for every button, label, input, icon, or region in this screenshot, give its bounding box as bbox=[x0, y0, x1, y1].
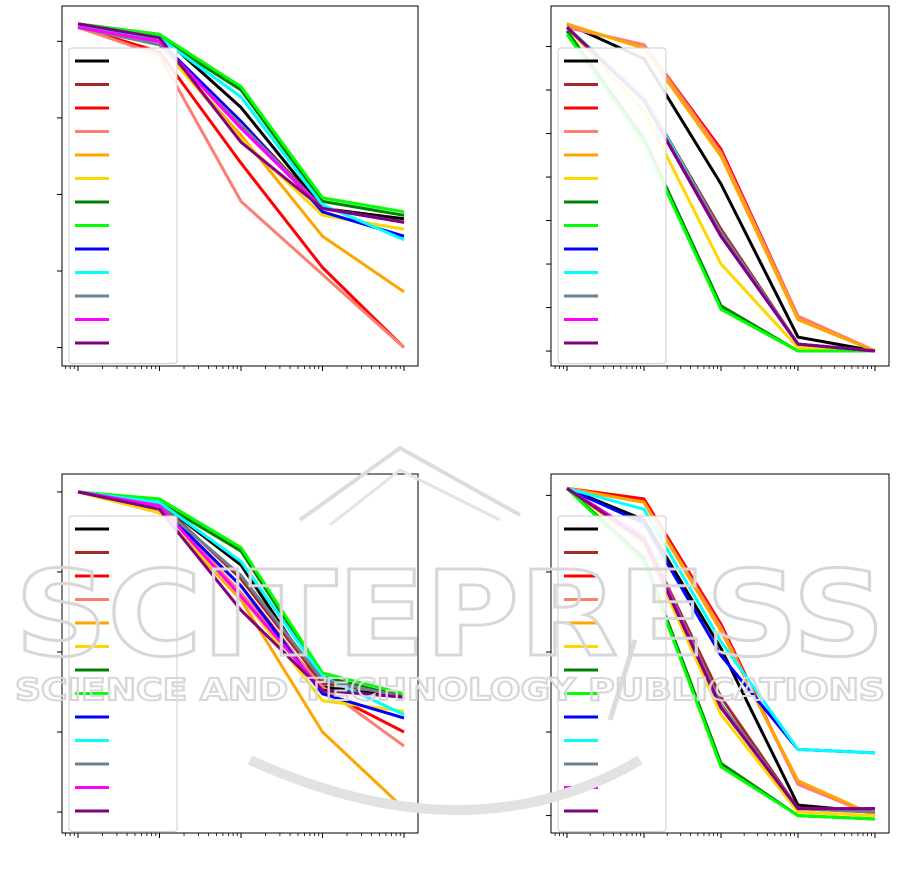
series-line-4 bbox=[77, 25, 406, 349]
chart-panel-3 bbox=[57, 473, 419, 838]
series-line-10 bbox=[566, 486, 876, 755]
legend-box bbox=[557, 515, 667, 832]
series-line-3 bbox=[77, 25, 406, 349]
series-line-5 bbox=[566, 486, 876, 817]
series-line-5 bbox=[566, 22, 876, 353]
legend-box bbox=[68, 515, 178, 832]
chart-panel-2 bbox=[546, 5, 890, 371]
series-line-13 bbox=[77, 490, 405, 699]
legend-box bbox=[68, 47, 178, 364]
legend bbox=[68, 47, 178, 364]
legend bbox=[557, 47, 667, 364]
legend bbox=[68, 515, 178, 832]
series-line-8 bbox=[77, 490, 405, 696]
chart-panel-4 bbox=[546, 473, 890, 838]
series-line-8 bbox=[77, 22, 405, 214]
series-line-10 bbox=[77, 490, 405, 716]
chart-panel-1 bbox=[57, 5, 419, 371]
legend-box bbox=[557, 47, 667, 364]
series-line-1 bbox=[566, 22, 876, 353]
legend bbox=[557, 515, 667, 832]
series-line-13 bbox=[77, 22, 405, 224]
